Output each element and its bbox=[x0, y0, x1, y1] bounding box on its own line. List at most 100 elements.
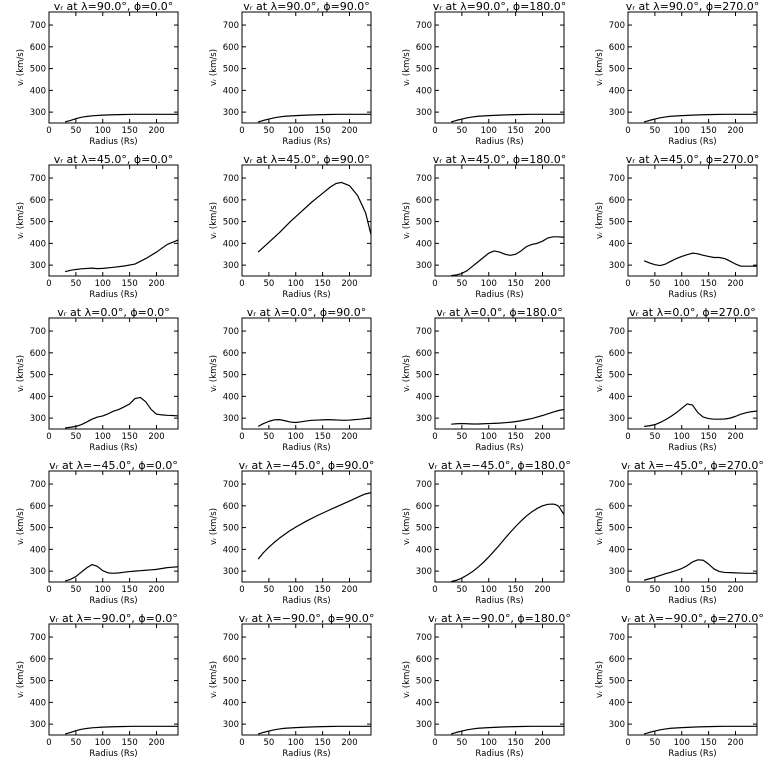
y-axis-label: vᵣ (km/s) bbox=[209, 355, 219, 392]
y-tick-label: 400 bbox=[609, 392, 625, 402]
y-tick-label: 400 bbox=[223, 86, 239, 96]
x-axis-label: Radius (Rs) bbox=[89, 290, 137, 300]
x-tick-label: 100 bbox=[95, 432, 111, 442]
series-line bbox=[643, 725, 757, 735]
x-tick-label: 200 bbox=[341, 585, 357, 595]
x-tick-label: 200 bbox=[148, 279, 164, 289]
x-tick-label: 100 bbox=[674, 585, 690, 595]
x-tick-label: 50 bbox=[649, 738, 660, 748]
y-tick-label: 300 bbox=[416, 414, 432, 424]
x-tick-label: 0 bbox=[239, 279, 244, 289]
y-axis-label: vᵣ (km/s) bbox=[595, 661, 605, 698]
y-tick-label: 400 bbox=[609, 545, 625, 555]
series-line bbox=[257, 492, 372, 560]
plot-frame bbox=[241, 623, 372, 736]
x-tick-label: 50 bbox=[456, 585, 467, 595]
chart-panel-15: vᵣ at λ=−45.0°, ϕ=180.0° 0 50 100 150 200 300 4… bbox=[402, 459, 571, 606]
x-tick-label: 150 bbox=[701, 738, 717, 748]
x-tick-label: 200 bbox=[534, 279, 550, 289]
chart-panel-4: vᵣ at λ=90.0°, ϕ=270.0° 0 50 100 150 200 300 40… bbox=[595, 0, 759, 147]
x-tick-label: 100 bbox=[674, 432, 690, 442]
x-tick-label: 50 bbox=[263, 585, 274, 595]
y-tick-label: 500 bbox=[30, 524, 46, 534]
x-tick-label: 0 bbox=[46, 279, 51, 289]
panel-title: vᵣ at λ=0.0°, ϕ=180.0° bbox=[436, 306, 563, 319]
plot-frame bbox=[48, 470, 179, 583]
series-line bbox=[643, 559, 757, 581]
x-axis-label: Radius (Rs) bbox=[282, 137, 330, 147]
panel-title: vᵣ at λ=0.0°, ϕ=0.0° bbox=[57, 306, 170, 319]
x-axis-label: Radius (Rs) bbox=[668, 596, 716, 606]
y-tick-label: 700 bbox=[30, 633, 46, 643]
series-line bbox=[644, 403, 758, 427]
y-tick-label: 600 bbox=[416, 349, 432, 359]
x-tick-label: 150 bbox=[122, 279, 138, 289]
y-tick-label: 500 bbox=[609, 371, 625, 381]
x-axis-label: Radius (Rs) bbox=[668, 443, 716, 453]
y-tick-label: 600 bbox=[416, 502, 432, 512]
x-axis-label: Radius (Rs) bbox=[282, 290, 330, 300]
plot-frame bbox=[627, 317, 758, 430]
chart-panel-17: vᵣ at λ=−90.0°, ϕ=0.0° 0 50 100 150 200 300 400… bbox=[16, 612, 179, 759]
y-tick-label: 500 bbox=[609, 65, 625, 75]
plot-frame bbox=[48, 164, 179, 277]
y-tick-label: 700 bbox=[416, 633, 432, 643]
panel-title: vᵣ at λ=−45.0°, ϕ=90.0° bbox=[239, 459, 375, 472]
panel-title: vᵣ at λ=−90.0°, ϕ=270.0° bbox=[621, 612, 764, 625]
x-tick-label: 100 bbox=[288, 738, 304, 748]
plot-frame bbox=[241, 164, 372, 277]
panel-title: vᵣ at λ=−45.0°, ϕ=180.0° bbox=[428, 459, 571, 472]
x-tick-label: 200 bbox=[341, 126, 357, 136]
series-line bbox=[450, 113, 564, 123]
x-tick-label: 200 bbox=[534, 126, 550, 136]
x-tick-label: 0 bbox=[46, 432, 51, 442]
y-tick-label: 500 bbox=[223, 218, 239, 228]
x-tick-label: 150 bbox=[508, 126, 524, 136]
x-tick-label: 0 bbox=[239, 126, 244, 136]
x-tick-label: 100 bbox=[95, 126, 111, 136]
x-tick-label: 150 bbox=[122, 738, 138, 748]
x-tick-label: 100 bbox=[288, 432, 304, 442]
y-tick-label: 400 bbox=[30, 239, 46, 249]
y-axis-label: vᵣ (km/s) bbox=[402, 661, 412, 698]
y-tick-label: 500 bbox=[223, 371, 239, 381]
y-tick-label: 400 bbox=[30, 392, 46, 402]
y-axis-label: vᵣ (km/s) bbox=[16, 355, 26, 392]
x-axis-label: Radius (Rs) bbox=[282, 443, 330, 453]
y-tick-label: 600 bbox=[416, 43, 432, 53]
y-axis-label: vᵣ (km/s) bbox=[209, 508, 219, 545]
panel-title: vᵣ at λ=45.0°, ϕ=90.0° bbox=[243, 153, 370, 166]
y-axis-label: vᵣ (km/s) bbox=[209, 49, 219, 86]
x-tick-label: 50 bbox=[70, 585, 81, 595]
y-tick-label: 300 bbox=[416, 261, 432, 271]
x-tick-label: 0 bbox=[625, 126, 630, 136]
plot-frame bbox=[627, 164, 758, 277]
series-line bbox=[257, 725, 371, 735]
plot-frame bbox=[48, 623, 179, 736]
panel-title: vᵣ at λ=45.0°, ϕ=180.0° bbox=[433, 153, 567, 166]
chart-panel-3: vᵣ at λ=90.0°, ϕ=180.0° 0 50 100 150 200 300 40… bbox=[402, 0, 566, 147]
y-tick-label: 500 bbox=[416, 524, 432, 534]
x-tick-label: 50 bbox=[456, 738, 467, 748]
chart-panel-13: vᵣ at λ=−45.0°, ϕ=0.0° 0 50 100 150 200 300 400… bbox=[16, 459, 179, 606]
x-tick-label: 100 bbox=[481, 279, 497, 289]
x-tick-label: 150 bbox=[315, 279, 331, 289]
y-tick-label: 300 bbox=[223, 567, 239, 577]
y-tick-label: 600 bbox=[223, 655, 239, 665]
x-tick-label: 100 bbox=[674, 279, 690, 289]
y-tick-label: 700 bbox=[416, 21, 432, 31]
x-axis-label: Radius (Rs) bbox=[89, 749, 137, 759]
panel-title: vᵣ at λ=90.0°, ϕ=180.0° bbox=[433, 0, 567, 13]
y-axis-label: vᵣ (km/s) bbox=[16, 202, 26, 239]
chart-panel-6: vᵣ at λ=45.0°, ϕ=90.0° 0 50 100 150 200 300 400… bbox=[209, 153, 372, 300]
x-tick-label: 50 bbox=[456, 432, 467, 442]
x-tick-label: 150 bbox=[508, 738, 524, 748]
y-axis-label: vᵣ (km/s) bbox=[16, 49, 26, 86]
x-tick-label: 200 bbox=[727, 279, 743, 289]
x-tick-label: 0 bbox=[625, 279, 630, 289]
panel-title: vᵣ at λ=90.0°, ϕ=0.0° bbox=[54, 0, 174, 13]
y-tick-label: 600 bbox=[30, 655, 46, 665]
chart-panel-1: vᵣ at λ=90.0°, ϕ=0.0° 0 50 100 150 200 300 400 5… bbox=[16, 0, 179, 147]
x-tick-label: 100 bbox=[481, 585, 497, 595]
x-tick-label: 200 bbox=[727, 432, 743, 442]
